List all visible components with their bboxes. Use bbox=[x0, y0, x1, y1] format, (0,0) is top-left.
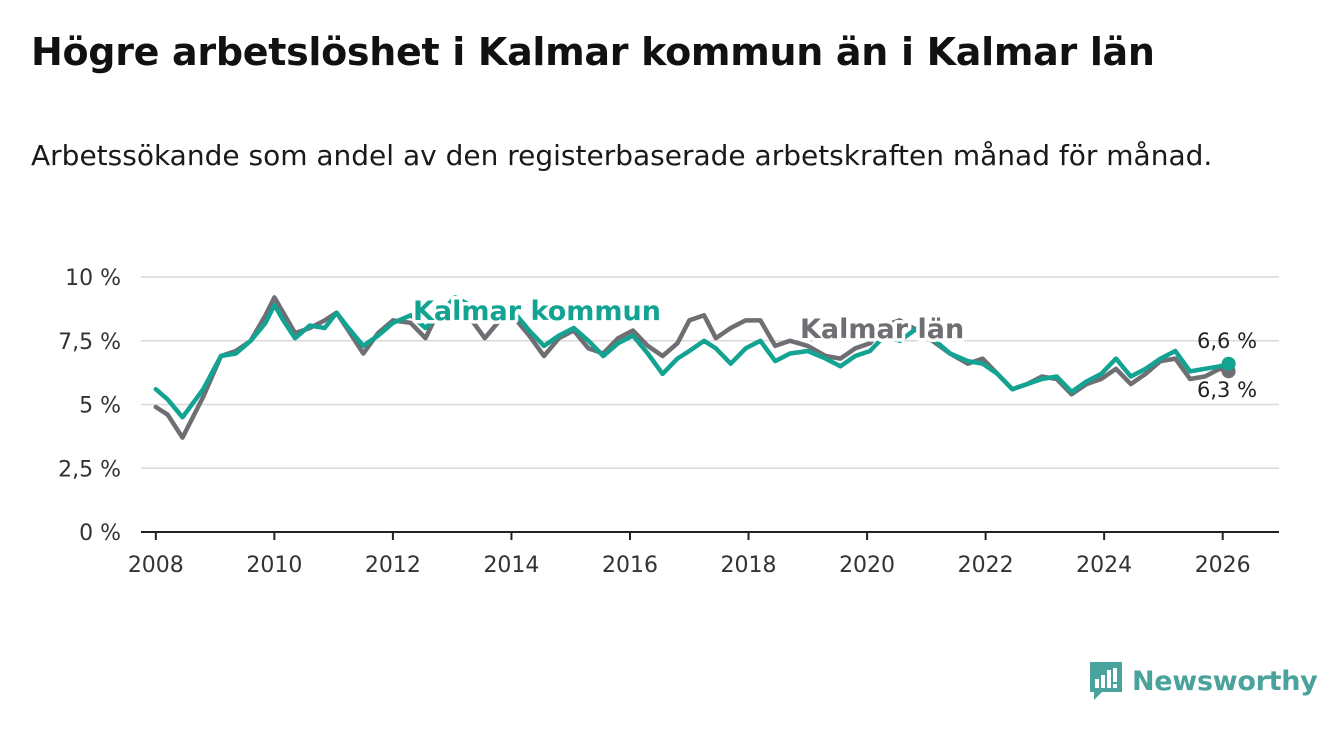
x-tick-label: 2012 bbox=[365, 553, 421, 578]
line-chart: 0 % 2,5 % 5 % 7,5 % 10 % 2008 2010 2012 2014 201… bbox=[58, 266, 1279, 578]
series-line-kalmar-lan bbox=[153, 295, 1231, 440]
x-axis: 2008 2010 2012 2014 2016 2018 2020 2022 2024 2026 bbox=[128, 531, 1279, 578]
y-tick-label: 0 % bbox=[79, 521, 121, 546]
series-layer bbox=[153, 295, 1236, 440]
chart-title: Högre arbetslöshet i Kalmar kommun än i … bbox=[31, 30, 1155, 74]
series-line-kalmar-kommun bbox=[153, 295, 1231, 420]
series-label-kalmar-kommun-halo: Kalmar kommun bbox=[413, 296, 661, 327]
grid-layer bbox=[141, 276, 1279, 469]
y-tick-label: 2,5 % bbox=[58, 457, 121, 482]
brand-name: Newsworthy bbox=[1132, 665, 1318, 697]
series-label-kalmar-lan: Kalmar län bbox=[800, 314, 964, 345]
x-tick-label: 2024 bbox=[1076, 553, 1132, 578]
x-tick-label: 2010 bbox=[246, 553, 302, 578]
x-tick-label: 2008 bbox=[128, 553, 184, 578]
y-tick-label: 7,5 % bbox=[58, 330, 121, 355]
x-tick-label: 2022 bbox=[958, 553, 1014, 578]
x-tick-label: 2016 bbox=[602, 553, 658, 578]
newsworthy-logo-icon bbox=[1090, 662, 1122, 700]
x-tick-label: 2026 bbox=[1195, 553, 1251, 578]
y-axis-labels: 0 % 2,5 % 5 % 7,5 % 10 % bbox=[58, 266, 121, 546]
chart-subtitle: Arbetssökande som andel av den registerb… bbox=[31, 139, 1213, 172]
y-tick-label: 10 % bbox=[65, 266, 121, 291]
x-tick-label: 2020 bbox=[839, 553, 895, 578]
x-tick-label: 2018 bbox=[721, 553, 777, 578]
y-tick-label: 5 % bbox=[79, 394, 121, 419]
end-marker-kalmar-kommun bbox=[1221, 356, 1236, 371]
series-label-kalmar-kommun: Kalmar kommun bbox=[413, 296, 661, 327]
end-label-kalmar-lan: 6,3 % bbox=[1197, 378, 1257, 402]
end-label-kalmar-kommun: 6,6 % bbox=[1197, 329, 1257, 353]
series-label-kalmar-lan-halo: Kalmar län bbox=[800, 314, 964, 345]
newsworthy-brand[interactable]: Newsworthy bbox=[1088, 660, 1318, 702]
x-tick-label: 2014 bbox=[483, 553, 539, 578]
